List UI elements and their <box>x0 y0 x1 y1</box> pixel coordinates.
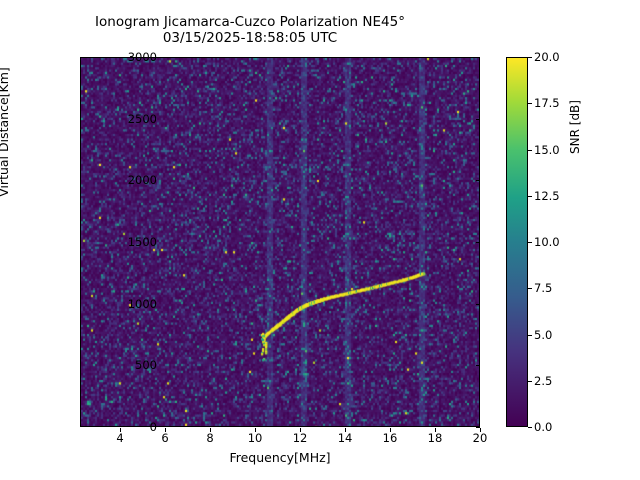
x-tick-label: 8 <box>206 431 214 445</box>
x-tick-label: 12 <box>292 431 308 445</box>
x-tick-mark <box>120 428 122 432</box>
x-tick-mark <box>390 428 391 432</box>
x-tick-label: 16 <box>382 431 398 445</box>
colorbar-tick-mark <box>528 334 532 336</box>
colorbar-tick-mark <box>528 427 532 428</box>
colorbar-tick-label: 17.5 <box>534 96 560 111</box>
colorbar-tick-label: 20.0 <box>534 50 560 64</box>
y-tick-label: 3000 <box>127 50 157 64</box>
x-tick-label: 14 <box>337 431 353 445</box>
y-tick-label: 500 <box>135 358 157 373</box>
colorbar-gradient <box>506 57 528 427</box>
colorbar-tick-mark <box>528 103 532 105</box>
figure-title: Ionogram Jicamarca-Cuzco Polarization NE… <box>95 14 405 46</box>
y-tick-mark <box>476 242 480 243</box>
x-tick-mark <box>345 428 347 432</box>
x-tick-label: 20 <box>472 431 488 445</box>
y-tick-label: 1500 <box>127 235 157 249</box>
x-tick-mark <box>300 428 302 432</box>
y-tick-mark <box>476 303 480 305</box>
colorbar-label: SNR [dB] <box>568 100 582 154</box>
colorbar-tick-mark <box>528 149 532 151</box>
x-tick-label: 4 <box>116 431 124 445</box>
y-tick-mark <box>476 118 480 120</box>
colorbar-tick-mark <box>528 380 532 382</box>
y-tick-label: 1000 <box>127 296 157 311</box>
y-tick-mark <box>476 180 480 182</box>
y-tick-label: 0 <box>149 420 157 434</box>
y-tick-mark <box>476 57 480 58</box>
colorbar-tick-label: 10.0 <box>534 235 560 249</box>
x-axis-label: Frequency[MHz] <box>229 450 331 465</box>
y-tick-mark <box>476 365 480 367</box>
colorbar-tick-label: 12.5 <box>534 188 560 203</box>
y-tick-label: 2000 <box>127 173 157 188</box>
y-tick-mark <box>476 427 480 428</box>
x-tick-label: 18 <box>427 431 443 445</box>
x-tick-label: 6 <box>161 431 169 445</box>
y-tick-label: 2500 <box>127 111 157 126</box>
echo-trace <box>81 58 479 426</box>
x-tick-mark <box>435 428 436 432</box>
colorbar-tick-mark <box>528 288 532 290</box>
colorbar-tick-label: 7.5 <box>534 281 553 296</box>
x-tick-mark <box>165 428 167 432</box>
colorbar-tick-mark <box>528 57 532 58</box>
colorbar-tick-label: 15.0 <box>534 142 560 157</box>
x-tick-label: 10 <box>247 431 263 445</box>
x-tick-mark <box>255 428 257 432</box>
x-tick-mark <box>210 428 212 432</box>
colorbar-tick-mark <box>528 242 532 243</box>
plot-area <box>80 57 480 427</box>
x-tick-mark <box>480 428 481 432</box>
colorbar-tick-label: 5.0 <box>534 327 553 342</box>
colorbar-tick-mark <box>528 195 532 197</box>
y-axis-label: Virtual Distance[Km] <box>0 67 11 197</box>
colorbar-tick-label: 2.5 <box>534 373 553 388</box>
colorbar-tick-label: 0.0 <box>534 420 553 434</box>
